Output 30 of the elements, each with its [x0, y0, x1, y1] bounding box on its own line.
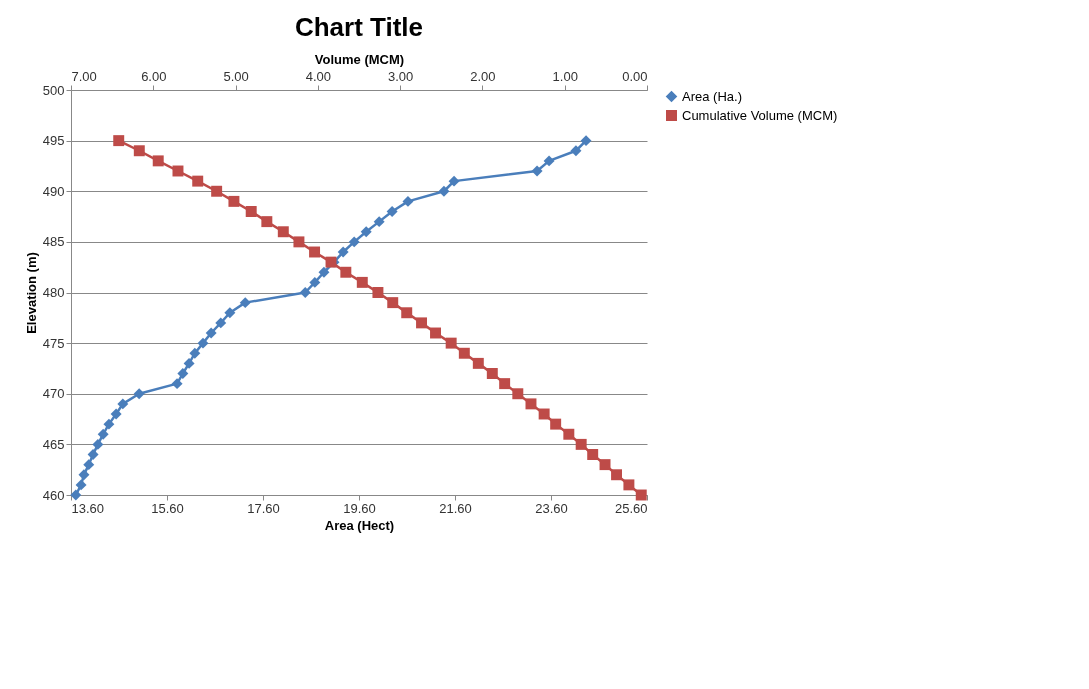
x2-tick-label: 4.00	[305, 68, 332, 84]
x2-tick-label: 3.00	[387, 68, 414, 84]
y-tick-label: 480	[42, 285, 65, 300]
y-tick-label: 490	[42, 183, 65, 199]
y-tick-label: 485	[42, 234, 65, 250]
legend-label: Cumulative Volume (MCM)	[682, 107, 838, 123]
x2-axis-title: Volume (MCM)	[314, 51, 405, 67]
x2-tick-label: 0.00	[622, 68, 648, 84]
y-tick-label: 470	[42, 386, 65, 402]
legend-label: Area (Ha.)	[682, 88, 742, 104]
x-tick-label: 23.60	[535, 500, 568, 516]
chart-title: Chart Title	[294, 12, 424, 42]
y-tick-label: 475	[42, 335, 65, 351]
x2-tick-label: 7.00	[71, 68, 97, 84]
y-axis-title: Elevation (m)	[23, 252, 39, 334]
x2-tick-label: 5.00	[223, 68, 249, 84]
y-tick-label: 495	[42, 133, 65, 149]
x2-tick-label: 2.00	[470, 68, 496, 84]
y-tick-label: 465	[42, 436, 65, 452]
y-tick-label: 460	[42, 487, 65, 503]
x-tick-label: 19.60	[343, 500, 376, 516]
x-axis-title: Area (Hect)	[324, 517, 395, 533]
x-tick-label: 25.60	[614, 500, 648, 516]
x-tick-label: 13.60	[71, 500, 105, 516]
x-tick-label: 17.60	[247, 500, 280, 516]
x2-tick-label: 1.00	[552, 68, 578, 84]
y-tick-label: 500	[42, 82, 65, 98]
x2-tick-label: 6.00	[141, 68, 167, 84]
x-tick-label: 21.60	[439, 500, 472, 516]
x-tick-label: 15.60	[151, 500, 184, 516]
